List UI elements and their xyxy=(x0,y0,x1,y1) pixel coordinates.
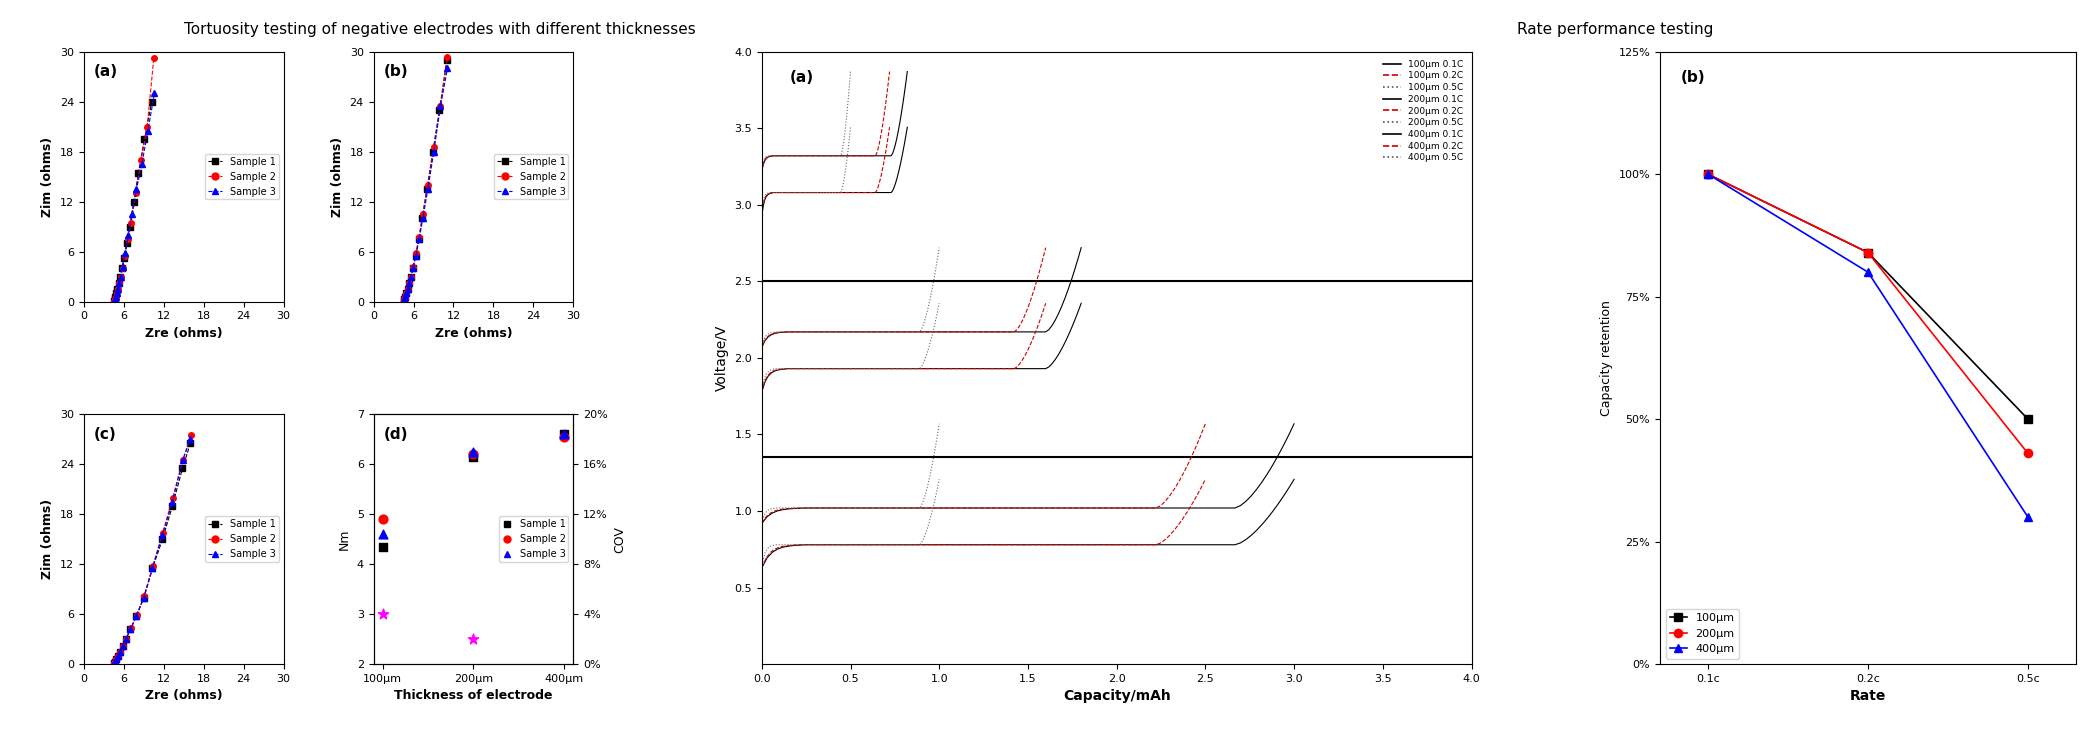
Y-axis label: Zim (ohms): Zim (ohms) xyxy=(331,137,344,217)
X-axis label: Capacity/mAh: Capacity/mAh xyxy=(1063,689,1170,703)
Point xyxy=(365,528,398,540)
400μm xyxy=(1856,268,1881,277)
Text: Tortuosity testing of negative electrodes with different thicknesses: Tortuosity testing of negative electrode… xyxy=(185,22,696,37)
X-axis label: Zre (ohms): Zre (ohms) xyxy=(145,689,222,703)
Point xyxy=(547,428,581,440)
Point xyxy=(365,514,398,525)
200μm xyxy=(2015,449,2040,458)
Point xyxy=(457,448,491,460)
Y-axis label: Capacity retention: Capacity retention xyxy=(1600,300,1613,416)
100μm xyxy=(1856,248,1881,257)
Y-axis label: Voltage/V: Voltage/V xyxy=(715,325,730,391)
X-axis label: Thickness of electrode: Thickness of electrode xyxy=(394,689,554,703)
Point xyxy=(365,541,398,553)
Text: (b): (b) xyxy=(384,64,409,79)
Line: 200μm: 200μm xyxy=(1705,170,2032,458)
Text: (c): (c) xyxy=(94,427,117,441)
X-axis label: Zre (ohms): Zre (ohms) xyxy=(434,327,512,340)
200μm xyxy=(1856,248,1881,257)
400μm xyxy=(2015,513,2040,522)
X-axis label: Zre (ohms): Zre (ohms) xyxy=(145,327,222,340)
400μm xyxy=(1694,170,1720,179)
Point xyxy=(547,428,581,440)
Line: 100μm: 100μm xyxy=(1705,170,2032,424)
Line: 400μm: 400μm xyxy=(1705,170,2032,521)
Y-axis label: Zim (ohms): Zim (ohms) xyxy=(42,137,55,217)
Text: (a): (a) xyxy=(791,70,814,85)
Text: (b): (b) xyxy=(1682,70,1705,85)
Legend: Sample 1, Sample 2, Sample 3: Sample 1, Sample 2, Sample 3 xyxy=(206,517,279,562)
Y-axis label: COV: COV xyxy=(614,525,627,553)
Text: (d): (d) xyxy=(384,427,409,441)
Y-axis label: Nm: Nm xyxy=(338,528,350,550)
200μm xyxy=(1694,170,1720,179)
X-axis label: Rate: Rate xyxy=(1850,689,1885,703)
100μm xyxy=(2015,415,2040,424)
Point xyxy=(457,633,491,645)
Y-axis label: Zim (ohms): Zim (ohms) xyxy=(42,499,55,579)
Text: Rate performance testing: Rate performance testing xyxy=(1516,22,1713,37)
Point xyxy=(457,451,491,463)
Legend: Sample 1, Sample 2, Sample 3: Sample 1, Sample 2, Sample 3 xyxy=(495,154,568,199)
Point xyxy=(365,608,398,620)
Legend: Sample 1, Sample 2, Sample 3: Sample 1, Sample 2, Sample 3 xyxy=(206,154,279,199)
Point xyxy=(457,446,491,458)
Legend: 100μm, 200μm, 400μm: 100μm, 200μm, 400μm xyxy=(1665,609,1738,658)
Legend: Sample 1, Sample 2, Sample 3: Sample 1, Sample 2, Sample 3 xyxy=(499,517,568,562)
100μm xyxy=(1694,170,1720,179)
Text: (a): (a) xyxy=(94,64,117,79)
Point xyxy=(547,431,581,443)
Legend: 100μm 0.1C, 100μm 0.2C, 100μm 0.5C, 200μm 0.1C, 200μm 0.2C, 200μm 0.5C, 400μm 0.: 100μm 0.1C, 100μm 0.2C, 100μm 0.5C, 200μ… xyxy=(1380,56,1468,166)
